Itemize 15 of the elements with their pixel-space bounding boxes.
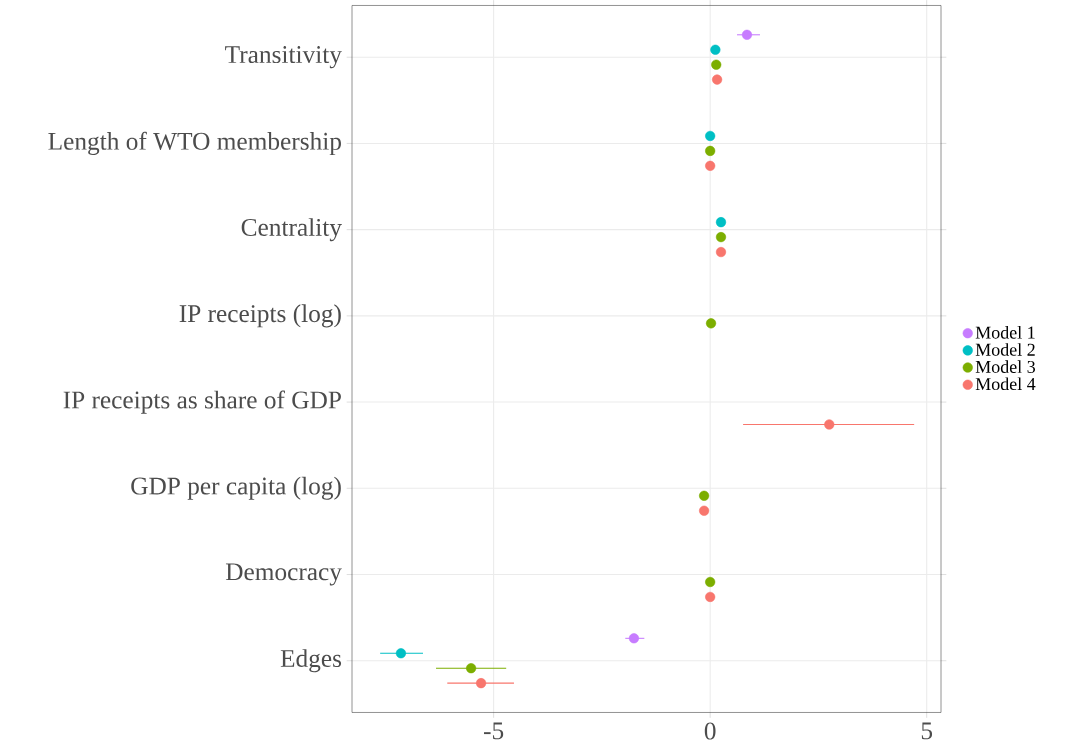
y-tick-label: IP receipts (log)	[179, 304, 341, 328]
y-tick-label: Edges	[280, 649, 342, 673]
x-tick-label: 5	[921, 722, 933, 740]
y-tick-label: GDP per capita (log)	[131, 476, 341, 500]
y-tick-label: IP receipts as share of GDP	[63, 390, 341, 414]
legend-label: Model 2	[975, 343, 1035, 356]
x-tick-label: -5	[484, 722, 504, 740]
legend-label: Model 3	[975, 360, 1036, 373]
y-tick-label: Transitivity	[225, 46, 342, 69]
legend-label: Model 1	[975, 325, 1035, 339]
y-tick-label: Democracy	[225, 563, 342, 586]
x-tick-label: 0	[704, 722, 716, 740]
legend-label: Model 4	[975, 377, 1036, 391]
y-tick-label: Centrality	[241, 218, 342, 242]
y-tick-label: Length of WTO membership	[48, 131, 341, 156]
